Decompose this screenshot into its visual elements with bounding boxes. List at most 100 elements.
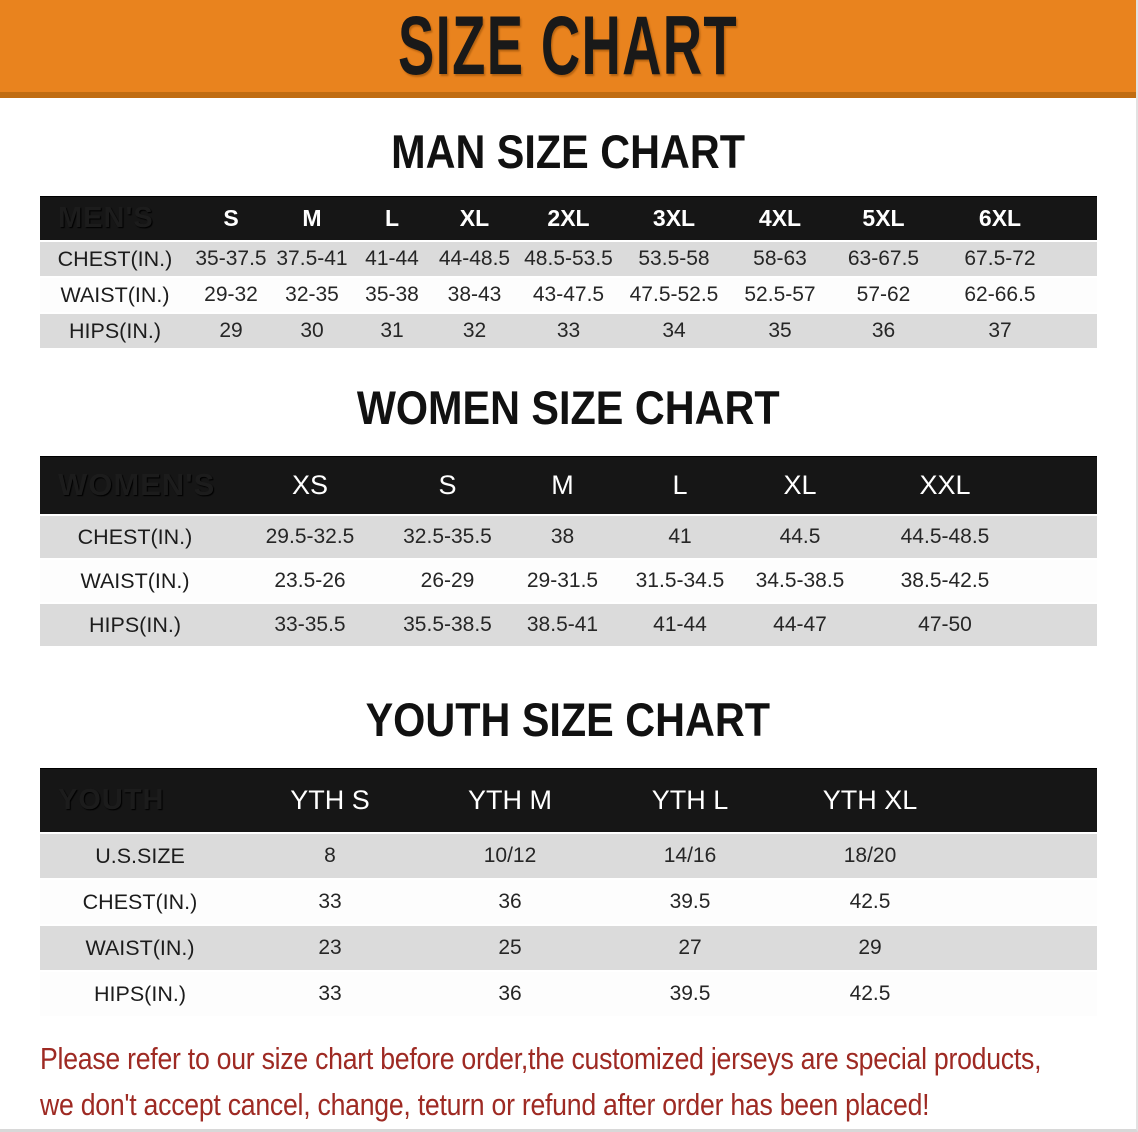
cell-value: 30 [300, 319, 324, 342]
cell-value: 36 [498, 982, 522, 1005]
column-header: YTH L [651, 784, 729, 815]
cell-value: 29-31.5 [526, 569, 599, 592]
cell-value: 42.5 [849, 982, 891, 1005]
cell-value: 41-44 [653, 613, 707, 636]
table-row: CHEST(IN.) 29.5-32.5 32.5-35.5 38 41 44.5 44.5… [40, 514, 1097, 558]
cell-value: 43-47.5 [532, 283, 605, 306]
section-title-youth-text: YOUTH SIZE CHART [365, 693, 771, 746]
cell-value: 38 [550, 525, 575, 548]
cell-value: 58-63 [753, 247, 807, 270]
filler-cell [1030, 560, 1097, 602]
section-title-man: MAN SIZE CHART [0, 124, 1136, 180]
cell-value: 37 [988, 319, 1012, 342]
column-header: XL [783, 469, 817, 500]
column-header: YTH M [468, 784, 552, 815]
filler-cell [960, 834, 1097, 878]
cell-value: 67.5-72 [964, 247, 1036, 270]
filler-cell [960, 926, 1097, 970]
column-header: 6XL [978, 204, 1022, 231]
cell-value: 8 [324, 844, 336, 867]
column-header: L [672, 469, 688, 500]
column-header: XL [459, 204, 490, 231]
cell-value: 33-35.5 [274, 613, 346, 636]
cell-value: 53.5-58 [638, 247, 710, 270]
filler-cell [1065, 242, 1097, 276]
banner: SIZE CHART [0, 0, 1136, 98]
cell-value: 34.5-38.5 [755, 569, 845, 592]
row-label: CHEST(IN.) [77, 524, 193, 549]
row-label: WAIST(IN.) [80, 568, 190, 593]
cell-value: 26-29 [420, 569, 475, 592]
women-size-table: WOMEN'S XS S M L XL XXL CHEST(IN.) 29.5-32.5 32.5… [40, 456, 1097, 646]
cell-value: 33 [318, 890, 342, 913]
cell-value: 31.5-34.5 [635, 569, 725, 592]
table-header-row: MEN'S S M L XL 2XL 3XL 4XL 5XL 6XL [40, 196, 1097, 240]
cell-value: 44.5-48.5 [900, 525, 990, 548]
cell-value: 36 [871, 319, 896, 342]
filler-cell [960, 972, 1097, 1016]
cell-value: 29.5-32.5 [265, 525, 355, 548]
disclaimer-line-2: we don't accept cancel, change, teturn o… [40, 1087, 930, 1122]
column-header: 3XL [652, 204, 696, 231]
column-header: S [438, 469, 457, 500]
table-header-row: YOUTH YTH S YTH M YTH L YTH XL [40, 768, 1097, 832]
column-header: XXL [919, 469, 971, 500]
cell-value: 35.5-38.5 [403, 613, 492, 636]
section-title-women: WOMEN SIZE CHART [0, 380, 1136, 436]
cell-value: 44.5 [779, 525, 821, 548]
table-row: HIPS(IN.) 33 36 39.5 42.5 [40, 970, 1097, 1016]
table-row: HIPS(IN.) 33-35.5 35.5-38.5 38.5-41 41-44 44-… [40, 602, 1097, 646]
cell-value: 44-47 [773, 613, 827, 636]
cell-value: 41 [668, 525, 692, 548]
section-title-women-text: WOMEN SIZE CHART [356, 381, 780, 434]
cell-value: 25 [498, 936, 522, 959]
column-header: S [223, 204, 239, 231]
cell-value: 14/16 [663, 844, 717, 867]
cell-value: 35-38 [365, 283, 419, 306]
table-row: WAIST(IN.) 23 25 27 29 [40, 924, 1097, 970]
section-title-youth: YOUTH SIZE CHART [0, 692, 1136, 748]
disclaimer-line-1: Please refer to our size chart before or… [40, 1041, 1042, 1076]
table-row: CHEST(IN.) 35-37.5 37.5-41 41-44 44-48.5 48.5… [40, 240, 1097, 276]
cell-value: 29 [219, 319, 243, 342]
table-row: U.S.SIZE 8 10/12 14/16 18/20 [40, 832, 1097, 878]
cell-value: 47.5-52.5 [629, 283, 719, 306]
column-header: XS [291, 469, 329, 500]
cell-value: 34 [662, 319, 686, 342]
table-header-label: WOMEN'S [58, 467, 216, 502]
cell-value: 32-35 [285, 283, 339, 306]
column-header: M [302, 204, 322, 231]
cell-value: 27 [678, 936, 702, 959]
cell-value: 52.5-57 [744, 283, 816, 306]
cell-value: 29 [858, 936, 882, 959]
disclaimer: Please refer to our size chart before or… [40, 1036, 1136, 1128]
cell-value: 57-62 [856, 283, 911, 306]
table-row: WAIST(IN.) 29-32 32-35 35-38 38-43 43-47.5 47.… [40, 276, 1097, 312]
column-header: L [384, 204, 400, 231]
cell-value: 18/20 [843, 844, 897, 867]
cell-value: 31 [380, 319, 404, 342]
column-header: M [551, 469, 574, 500]
cell-value: 35 [768, 319, 792, 342]
table-row: CHEST(IN.) 33 36 39.5 42.5 [40, 878, 1097, 924]
filler-cell [960, 880, 1097, 924]
cell-value: 47-50 [918, 613, 972, 636]
table-header-row: WOMEN'S XS S M L XL XXL [40, 456, 1097, 514]
cell-value: 33 [556, 319, 581, 342]
row-label: CHEST(IN.) [57, 246, 173, 271]
cell-value: 29-32 [204, 283, 258, 306]
cell-value: 23.5-26 [274, 569, 346, 592]
banner-title: SIZE CHART [398, 0, 738, 92]
cell-value: 38.5-41 [526, 613, 599, 636]
cell-value: 63-67.5 [847, 247, 920, 270]
cell-value: 38-43 [447, 283, 502, 306]
column-header: 5XL [862, 204, 905, 231]
cell-value: 38.5-42.5 [900, 569, 990, 592]
row-label: WAIST(IN.) [60, 282, 170, 307]
cell-value: 42.5 [849, 890, 891, 913]
cell-value: 35-37.5 [195, 247, 267, 270]
cell-value: 36 [498, 890, 522, 913]
row-label: HIPS(IN.) [94, 981, 186, 1006]
filler-cell [1065, 278, 1097, 312]
column-header: YTH XL [822, 784, 918, 815]
